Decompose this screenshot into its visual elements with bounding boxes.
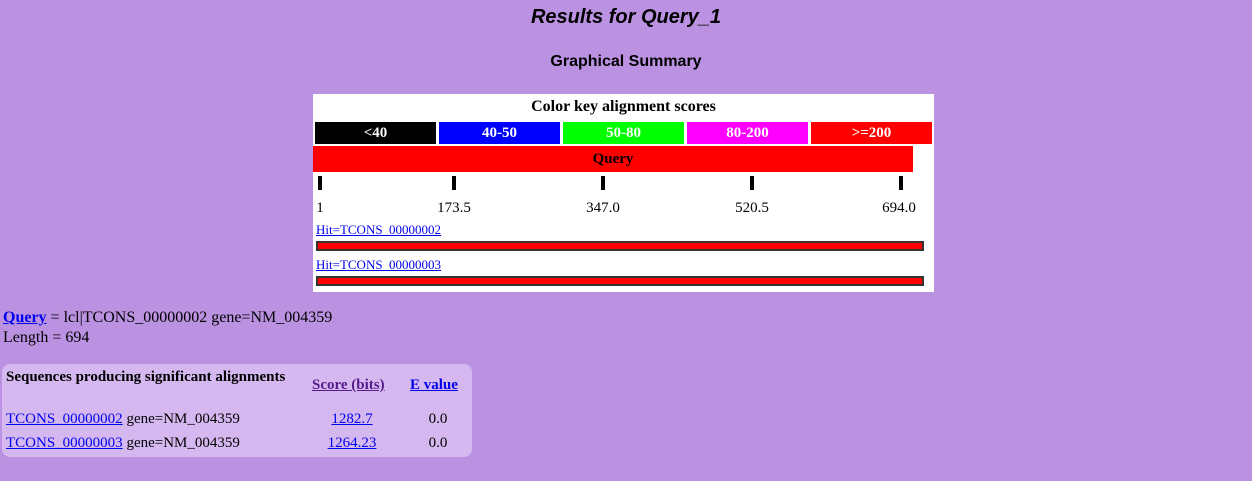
hit-bar-tcons-00000003[interactable] [316,276,924,286]
colorkey-50-80: 50-80 [563,122,684,144]
score-link[interactable]: 1264.23 [327,435,377,451]
graphical-summary-heading: Graphical Summary [550,53,702,70]
colorkey-title: Color key alignment scores [531,98,716,115]
query-definition: Query = lcl|TCONS_00000002 gene=NM_00435… [3,309,332,327]
colorkey-gte200: >=200 [811,122,932,144]
row-gene: gene=NM_004359 [122,435,240,451]
page-title: Results for Query_1 [530,6,722,28]
sequence-link[interactable]: TCONS_00000002 [6,411,123,427]
hit-bar-tcons-00000002[interactable] [316,241,924,251]
scale-label-2: 173.5 [437,200,471,216]
scale-tick-5 [899,176,903,190]
colorkey-40-50: 40-50 [439,122,560,144]
query-length: Length = 694 [3,329,90,346]
hit-link-tcons-00000003[interactable]: Hit=TCONS_00000003 [316,257,442,272]
scale-tick-4 [750,176,754,190]
graphical-summary-panel: Color key alignment scores <40 40-50 50-… [313,94,934,292]
scale-tick-2 [452,176,456,190]
row-description: TCONS_00000002 gene=NM_004359 [6,411,240,428]
scale-tick-3 [601,176,605,190]
header-evalue-sort-link[interactable]: E value [410,377,458,393]
scale-label-3: 347.0 [586,200,620,216]
query-description: = lcl|TCONS_00000002 gene=NM_004359 [46,309,333,326]
scale-label-4: 520.5 [735,200,769,216]
sequence-link[interactable]: TCONS_00000003 [6,435,123,451]
table-row: TCONS_00000002 gene=NM_004359 1282.7 0.0 [6,411,466,431]
evalue-cell: 0.0 [428,435,448,451]
scale-tick-1 [318,176,322,190]
hit-link-tcons-00000002[interactable]: Hit=TCONS_00000002 [316,222,442,237]
row-gene: gene=NM_004359 [122,411,240,427]
colorkey-80-200: 80-200 [687,122,808,144]
query-link[interactable]: Query [3,309,47,326]
alignments-table: Sequences producing significant alignmen… [2,364,472,457]
colorkey-legend: <40 40-50 50-80 80-200 >=200 [315,122,933,144]
query-bar: Query [313,146,913,172]
header-score-sort-link[interactable]: Score (bits) [312,377,385,393]
scale-label-1: 1 [316,200,324,216]
scale-label-5: 694.0 [882,200,916,216]
row-description: TCONS_00000003 gene=NM_004359 [6,435,240,452]
score-link[interactable]: 1282.7 [331,411,373,427]
table-row: TCONS_00000003 gene=NM_004359 1264.23 0.… [6,435,466,455]
colorkey-lt40: <40 [315,122,436,144]
evalue-cell: 0.0 [428,411,448,427]
header-sequences: Sequences producing significant alignmen… [6,369,286,385]
